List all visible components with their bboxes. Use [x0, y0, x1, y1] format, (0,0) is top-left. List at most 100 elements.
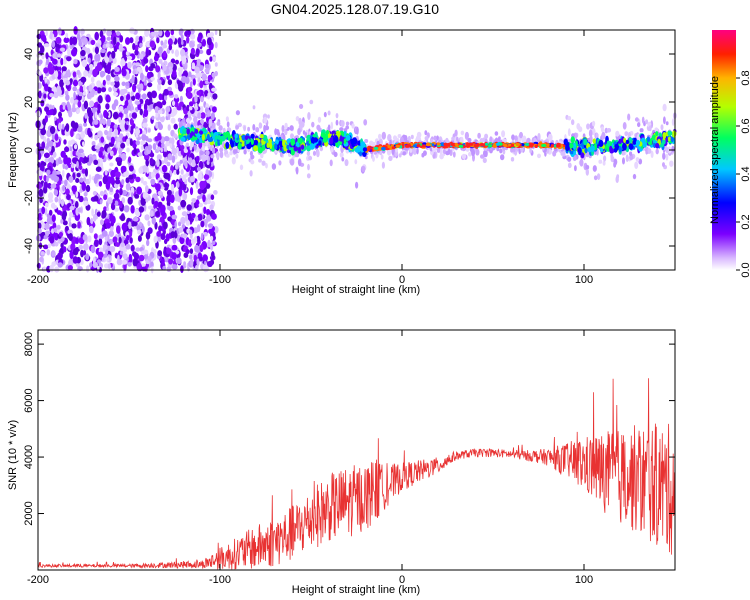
- spectrogram-noise-dot: [162, 265, 167, 271]
- spectrogram-halo-dot: [460, 130, 465, 136]
- spectrogram-noise-dot: [123, 94, 127, 101]
- spectrogram-halo-dot: [188, 106, 193, 111]
- spectrogram-halo-dot: [416, 147, 419, 155]
- spectrogram-noise-dot: [105, 43, 110, 48]
- spectrogram-noise-dot: [44, 222, 50, 230]
- spectrogram-noise-dot: [56, 210, 62, 215]
- spectrogram-ridge-dot: [618, 138, 622, 145]
- spectrogram-noise-dot: [120, 119, 126, 127]
- spectrogram-noise-dot: [119, 200, 123, 209]
- spectrogram-noise-dot: [73, 144, 78, 150]
- spectrogram-noise-dot: [167, 38, 173, 46]
- spectrogram-halo-dot: [297, 158, 302, 167]
- snr-y-axis-label: SNR (10 * v/v): [7, 420, 19, 490]
- spectrogram-noise-dot: [121, 189, 128, 196]
- spectrogram-noise-dot: [93, 233, 98, 240]
- spectrogram-noise-dot: [128, 98, 132, 106]
- spectrogram-halo-dot: [592, 165, 597, 172]
- spectrogram-halo-dot: [323, 111, 327, 118]
- spectrogram-halo-dot: [308, 155, 313, 161]
- spectrogram-noise-dot: [170, 231, 176, 239]
- spectrogram-halo-dot: [585, 165, 590, 170]
- spectrogram-noise-dot: [65, 79, 71, 86]
- spectrogram-halo-dot: [665, 153, 669, 161]
- spectrogram-halo-dot: [480, 154, 485, 159]
- spectrogram-halo-dot: [252, 105, 256, 110]
- spectrogram-halo-dot: [290, 133, 294, 139]
- spectrogram-ridge-dot: [525, 142, 530, 147]
- spectrogram-noise-dot: [138, 206, 145, 213]
- spectrogram-noise-dot: [122, 253, 128, 260]
- spectrogram-noise-dot: [137, 152, 143, 157]
- spectrogram-noise-dot: [66, 157, 72, 164]
- spectrogram-noise-dot: [119, 187, 123, 196]
- spectrogram-noise-dot: [127, 262, 132, 267]
- spectrogram-ridge-dot: [609, 145, 613, 153]
- spectrogram-noise-dot: [135, 140, 140, 146]
- spectrogram-ridge-dot: [180, 136, 186, 142]
- spectrogram-noise-dot: [79, 157, 84, 162]
- spectrogram-halo-dot: [364, 139, 369, 143]
- spectrogram-noise-dot: [86, 216, 91, 226]
- spectrogram-noise-dot: [57, 262, 63, 268]
- spectrogram-ridge-dot: [559, 144, 564, 148]
- spectrogram-noise-dot: [70, 97, 74, 104]
- spectrogram-noise-dot: [68, 140, 72, 146]
- spectrogram-ridge-dot: [488, 144, 493, 148]
- spectrogram-halo-dot: [211, 147, 216, 155]
- spectrogram-halo-dot: [235, 125, 240, 130]
- spectrogram-noise-dot: [151, 217, 156, 225]
- spectrogram-noise-dot: [54, 70, 59, 79]
- spectrogram-noise-dot: [168, 44, 173, 51]
- spectrogram-noise-dot: [139, 108, 143, 116]
- spectrogram-halo-dot: [647, 148, 652, 154]
- spectrogram-ridge-dot: [300, 144, 305, 150]
- spectrogram-halo-dot: [627, 131, 631, 139]
- spectrogram-noise-dot: [67, 265, 73, 271]
- spectrogram-noise-dot: [187, 86, 193, 92]
- spectrogram-noise-dot: [127, 61, 132, 69]
- spectrogram-noise-dot: [91, 208, 94, 217]
- spectrogram-noise-dot: [167, 153, 173, 161]
- spectrogram-noise-dot: [157, 109, 163, 115]
- spectrogram-halo-dot: [499, 148, 503, 154]
- spectrogram-noise-dot: [109, 150, 114, 157]
- spectrogram-noise-dot: [171, 214, 178, 220]
- spectrogram-noise-dot: [62, 105, 66, 110]
- spectrogram-noise-dot: [80, 76, 87, 83]
- spectrogram-noise-dot: [207, 75, 211, 83]
- spectrogram-halo-dot: [206, 110, 211, 117]
- spectrogram-halo-dot: [231, 156, 236, 165]
- spectrogram-ridge-dot: [625, 139, 630, 145]
- spectrogram-ridge-dot: [366, 147, 371, 152]
- spectrogram-halo-dot: [182, 117, 186, 123]
- spectrogram-noise-dot: [70, 128, 74, 138]
- spectrogram-noise-dot: [118, 116, 122, 123]
- spectrogram-noise-dot: [126, 234, 130, 241]
- spectrogram-noise-dot: [151, 115, 155, 120]
- spectrogram-ridge-dot: [217, 135, 222, 140]
- spectrogram-noise-dot: [195, 245, 201, 253]
- spectrogram-noise-dot: [162, 99, 167, 106]
- spectrogram-noise-dot: [173, 169, 177, 175]
- spectrogram-noise-dot: [134, 194, 140, 199]
- colorbar-label: Normalized spectral amplitude: [709, 76, 721, 224]
- spectrogram-halo-dot: [662, 162, 665, 168]
- spectrogram-noise-dot: [132, 83, 137, 93]
- spectrogram-noise-dot: [199, 244, 204, 253]
- spectrogram-noise-dot: [193, 254, 198, 262]
- spectrogram-noise-dot: [88, 225, 94, 234]
- spectrogram-ridge-dot: [298, 137, 303, 144]
- spectrogram-noise-dot: [147, 144, 153, 151]
- spectrogram-noise-dot: [132, 251, 137, 257]
- spectrogram-halo-dot: [567, 116, 572, 121]
- spectrogram-noise-dot: [70, 243, 76, 251]
- spectrogram-noise-dot: [157, 71, 161, 80]
- spectrogram-ridge-dot: [314, 131, 318, 138]
- spectrogram-noise-dot: [71, 48, 77, 57]
- spectrogram-noise-dot: [126, 138, 130, 146]
- spectrogram-noise-dot: [163, 136, 170, 142]
- spectrogram-ridge-dot: [333, 135, 339, 143]
- spectrogram-halo-dot: [300, 121, 305, 128]
- spectrogram-noise-dot: [68, 211, 74, 218]
